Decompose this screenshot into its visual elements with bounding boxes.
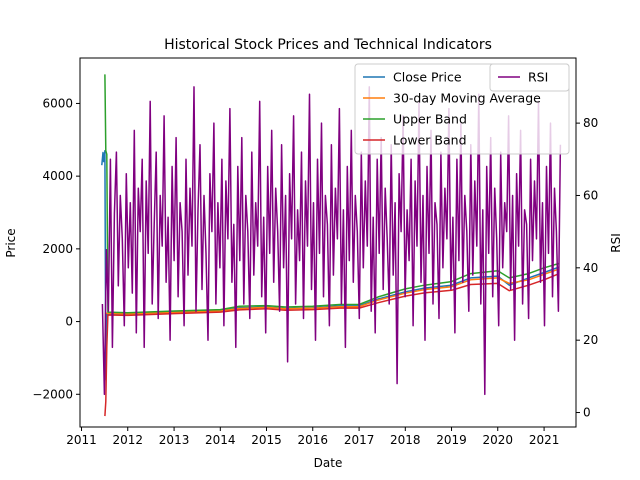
- x-tick-label: 2012: [112, 433, 143, 447]
- legend-label: Lower Band: [393, 133, 467, 148]
- y-left-tick-label: 2000: [42, 242, 73, 256]
- y-left-tick-label: 0: [65, 315, 73, 329]
- legend-label: Close Price: [393, 70, 462, 85]
- x-tick-label: 2019: [436, 433, 467, 447]
- y-left-tick-label: 4000: [42, 169, 73, 183]
- y-left-tick-label: −2000: [32, 387, 73, 401]
- legend-rsi: RSI: [489, 63, 570, 92]
- y-right-tick-label: 40: [583, 261, 598, 275]
- x-tick-label: 2014: [205, 433, 236, 447]
- chart-title: Historical Stock Prices and Technical In…: [164, 37, 492, 53]
- x-tick-label: 2013: [159, 433, 190, 447]
- y-left-tick-label: 6000: [42, 96, 73, 110]
- legend-box: [489, 63, 570, 92]
- x-tick-label: 2021: [529, 433, 560, 447]
- plot-area: [101, 74, 562, 417]
- y-axis-left-label: Price: [4, 228, 18, 257]
- series-line-lower-band: [104, 272, 560, 417]
- series-line-upper-band: [104, 74, 560, 314]
- y-right-tick-label: 80: [583, 116, 598, 130]
- legend-label: Upper Band: [393, 112, 467, 127]
- y-axis-right: 0 20 40 60 80: [576, 116, 598, 420]
- series-layer: [101, 74, 562, 417]
- x-axis: 2011 2012 2013 2014 2015 2016 2017 2018 2019 2020…: [66, 427, 559, 447]
- legend-label: 30-day Moving Average: [393, 91, 541, 106]
- legend-label: RSI: [528, 70, 548, 85]
- x-tick-label: 2015: [251, 433, 282, 447]
- series-line-rsi: [101, 86, 562, 396]
- y-right-tick-label: 0: [583, 406, 591, 420]
- x-tick-label: 2016: [297, 433, 328, 447]
- y-axis-right-label: RSI: [609, 233, 623, 253]
- y-right-tick-label: 20: [583, 333, 598, 347]
- x-axis-label: Date: [314, 456, 343, 470]
- x-tick-label: 2020: [482, 433, 513, 447]
- y-right-tick-label: 60: [583, 188, 598, 202]
- plot-frame: [79, 57, 577, 428]
- x-tick-label: 2011: [66, 433, 97, 447]
- x-tick-label: 2017: [344, 433, 375, 447]
- x-tick-label: 2018: [390, 433, 421, 447]
- y-axis-left: −2000 0 2000 4000 6000: [32, 96, 80, 401]
